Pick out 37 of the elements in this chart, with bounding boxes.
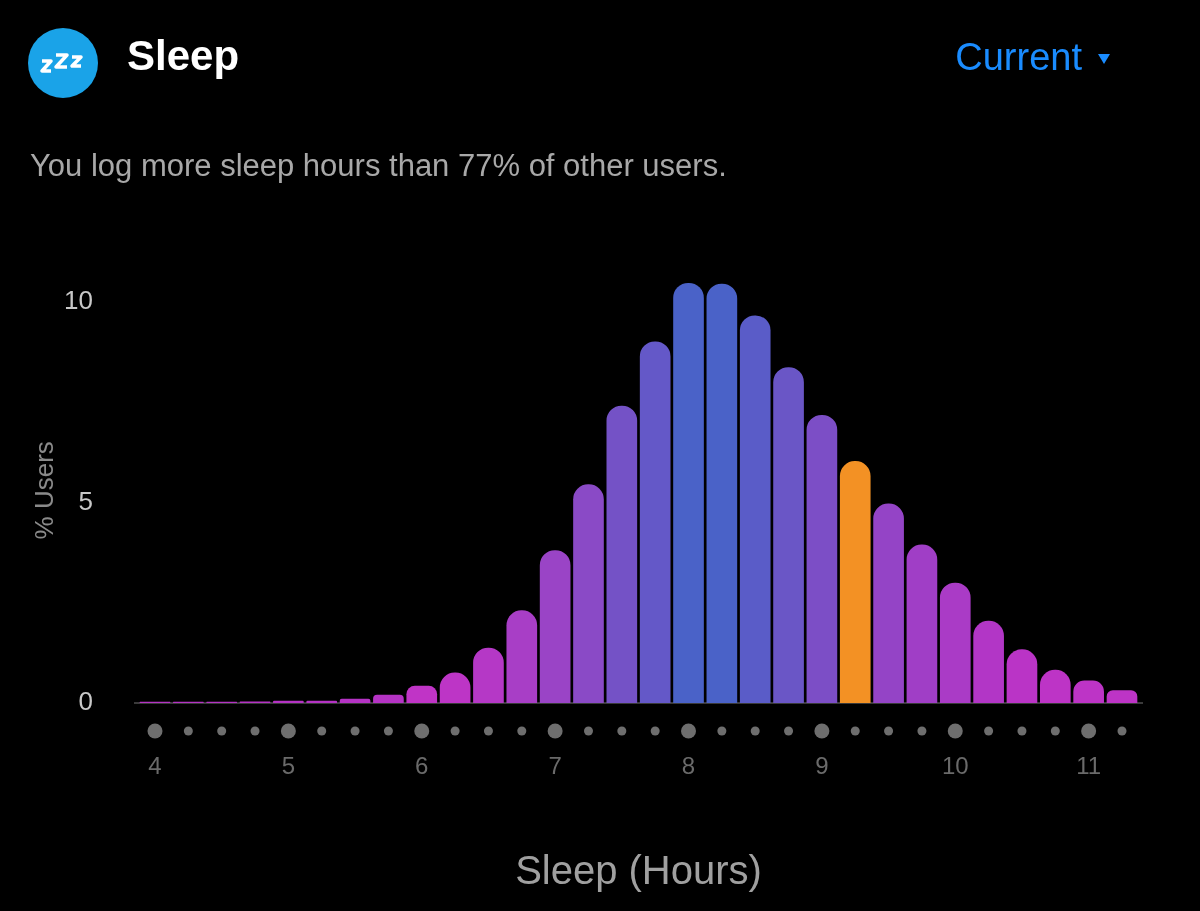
bar (773, 367, 804, 703)
bar (906, 544, 938, 703)
x-tick-label: 4 (148, 752, 162, 780)
bar (539, 550, 571, 703)
bar (806, 414, 838, 703)
text: Current (955, 36, 1082, 79)
bar (673, 282, 704, 703)
x-tick-label: 9 (815, 752, 829, 780)
x-tick-label: 11 (1076, 752, 1102, 780)
x-tick-label: 8 (681, 752, 696, 780)
bar (473, 647, 504, 703)
x-axis-title: Sleep (Hours) (515, 848, 762, 893)
chart-title: Sleep (127, 32, 240, 80)
x-tick-label: 5 (281, 752, 296, 780)
bar (973, 620, 1004, 703)
chart-subtitle: You log more sleep hours than 77% of other users. (30, 148, 727, 184)
y-tick-label: 10 (64, 284, 93, 315)
x-tick-label: 10 (941, 752, 969, 780)
bar (606, 405, 638, 703)
bar (839, 461, 871, 703)
x-tick-label: 6 (415, 752, 429, 780)
bar (1106, 690, 1138, 703)
bar (406, 685, 438, 703)
bar (706, 283, 738, 703)
bar (639, 341, 671, 703)
y-axis-title: % Users (28, 441, 59, 540)
y-tick-label: 0 (78, 686, 93, 717)
bar (373, 694, 404, 703)
y-tick-label: 5 (78, 485, 93, 516)
bar (873, 503, 904, 703)
bar (573, 484, 604, 703)
bar (339, 698, 371, 703)
bar (739, 315, 771, 703)
bar (1006, 649, 1038, 703)
bar (506, 610, 538, 703)
x-tick-label: 7 (548, 752, 562, 780)
bar (939, 582, 971, 703)
